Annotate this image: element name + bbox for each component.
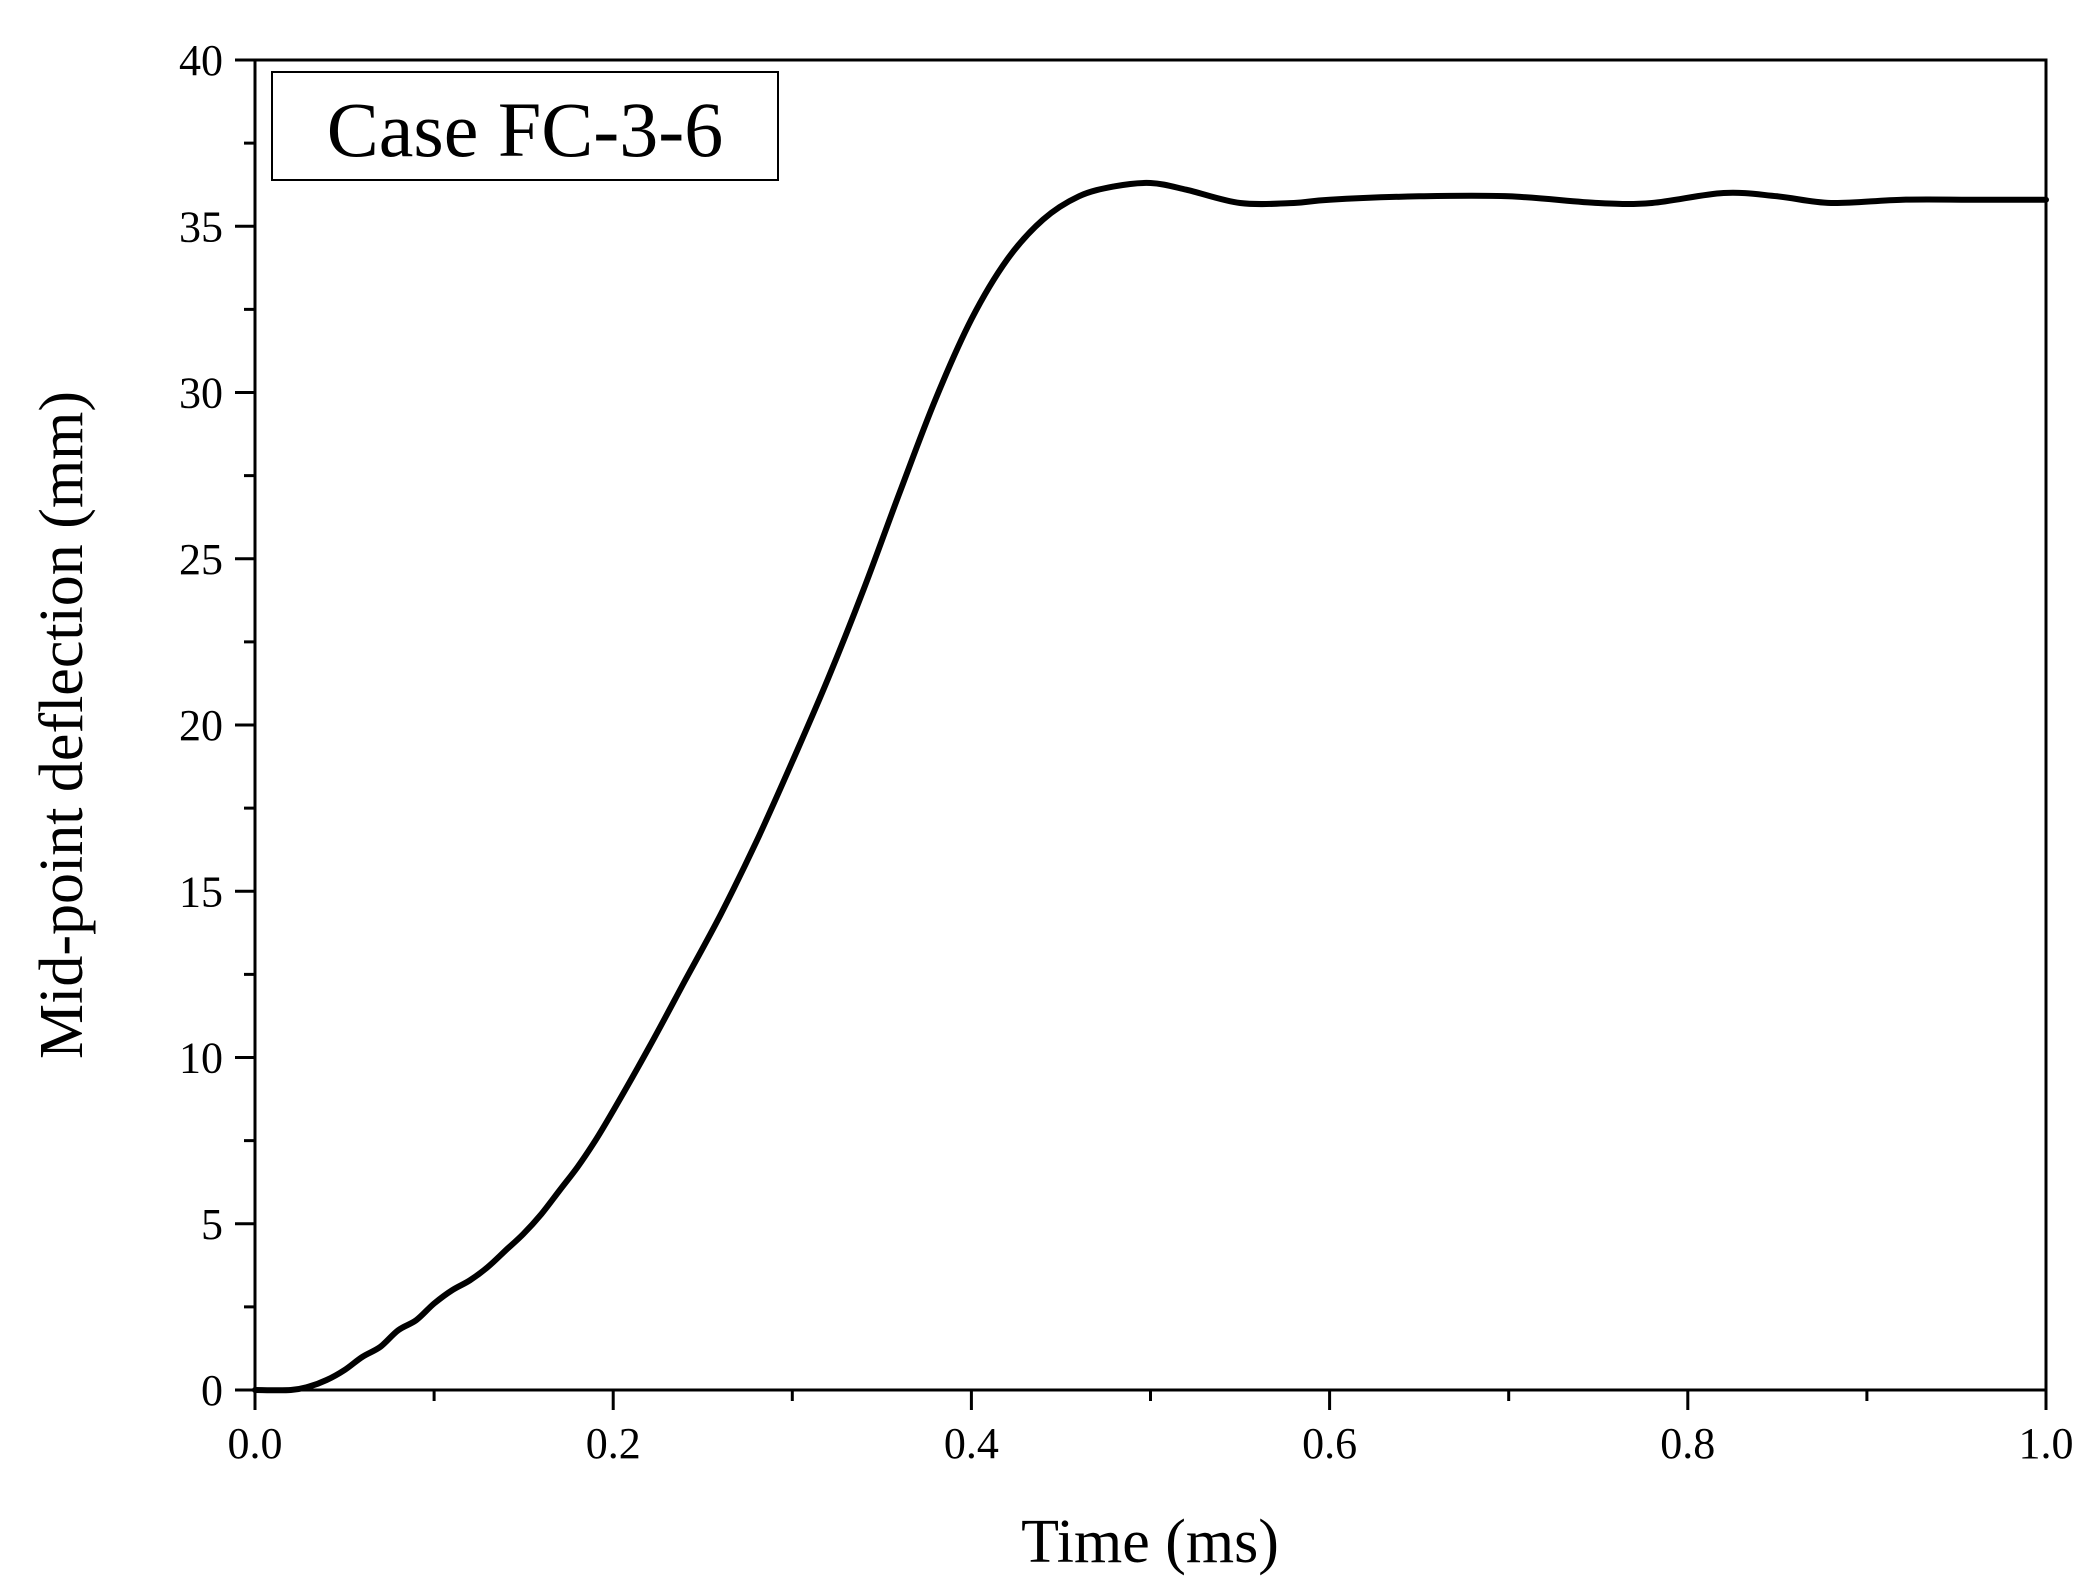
y-tick-label: 0 — [201, 1366, 223, 1415]
plot-frame — [253, 58, 2048, 1392]
y-axis-title: Mid-point deflection (mm) — [28, 391, 96, 1059]
x-tick-label: 0.6 — [1302, 1419, 1357, 1468]
y-tick-label: 20 — [179, 701, 223, 750]
y-tick-label: 40 — [179, 36, 223, 85]
x-tick-labels: 0.0 0.2 0.4 0.6 0.8 1.0 — [228, 1419, 2074, 1468]
y-tick-label: 35 — [179, 202, 223, 251]
x-tick-label: 0.2 — [586, 1419, 641, 1468]
x-tick-label: 0.0 — [228, 1419, 283, 1468]
axis-ticks — [235, 58, 2048, 1410]
legend-box: Case FC-3-6 — [271, 71, 779, 181]
y-tick-label: 15 — [179, 867, 223, 916]
x-tick-label: 0.8 — [1660, 1419, 1715, 1468]
y-tick-label: 25 — [179, 535, 223, 584]
y-tick-label: 10 — [179, 1034, 223, 1083]
y-tick-label: 30 — [179, 369, 223, 418]
x-tick-label: 1.0 — [2019, 1419, 2074, 1468]
x-axis-title: Time (ms) — [1021, 1508, 1279, 1576]
x-tick-label: 0.4 — [944, 1419, 999, 1468]
legend-frame — [271, 71, 779, 181]
y-tick-label: 5 — [201, 1200, 223, 1249]
y-tick-labels: 0 5 10 15 20 25 30 35 40 — [179, 36, 223, 1415]
legend-entry: Case FC-3-6 — [327, 86, 723, 173]
series-line — [252, 179, 2049, 1394]
